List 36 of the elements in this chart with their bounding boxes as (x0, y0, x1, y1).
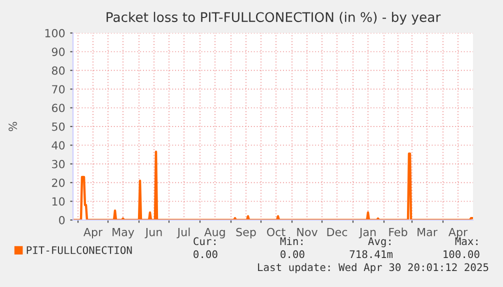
y-tick-label: 10 (52, 197, 65, 206)
text: 718.41m (350, 250, 393, 258)
text: Min: (280, 237, 302, 245)
y-tick-label: 100 (45, 28, 65, 38)
legend-label: PIT-FULLCONECTION (26, 246, 132, 254)
y-tick-label: 0 (59, 216, 65, 224)
text: Avg: (368, 237, 390, 248)
chart-title: Packet loss to PIT-FULLCONECTION (in %) - by year (106, 12, 441, 25)
y-axis-title: % (8, 122, 17, 132)
y-tick-label: 20 (52, 178, 65, 187)
text: 100.00 (444, 250, 480, 258)
x-tick-label: Mar (418, 228, 438, 236)
x-tick-label: Jan (358, 228, 376, 238)
text: Cur: (194, 237, 216, 246)
y-tick-label: 50 (52, 122, 65, 131)
x-tick-label: May (112, 228, 134, 238)
text: 0.00 (194, 250, 218, 258)
x-tick-label: Nov (297, 228, 318, 236)
text: Last update: Wed Apr 30 20:01:12 2025 (258, 263, 488, 274)
y-tick-label: 60 (52, 104, 65, 112)
x-tick-label: Apr (83, 228, 103, 238)
x-tick-label: Feb (389, 228, 408, 236)
y-tick-label: 80 (52, 66, 65, 75)
x-tick-label: Oct (267, 228, 286, 236)
text: 0.00 (280, 250, 304, 258)
x-tick-label: Sep (236, 228, 256, 238)
x-tick-label: Apr (448, 228, 468, 238)
y-tick-label: 70 (52, 85, 65, 94)
y-tick-label: 90 (52, 48, 65, 56)
text: Max: (455, 237, 478, 246)
x-tick-label: Jul (176, 228, 190, 238)
x-tick-label: Aug (204, 228, 225, 238)
x-tick-label: Dec (327, 228, 348, 236)
y-tick-label: 30 (52, 160, 65, 168)
y-tick-label: 40 (52, 141, 65, 150)
x-tick-label: Jun (144, 228, 162, 238)
